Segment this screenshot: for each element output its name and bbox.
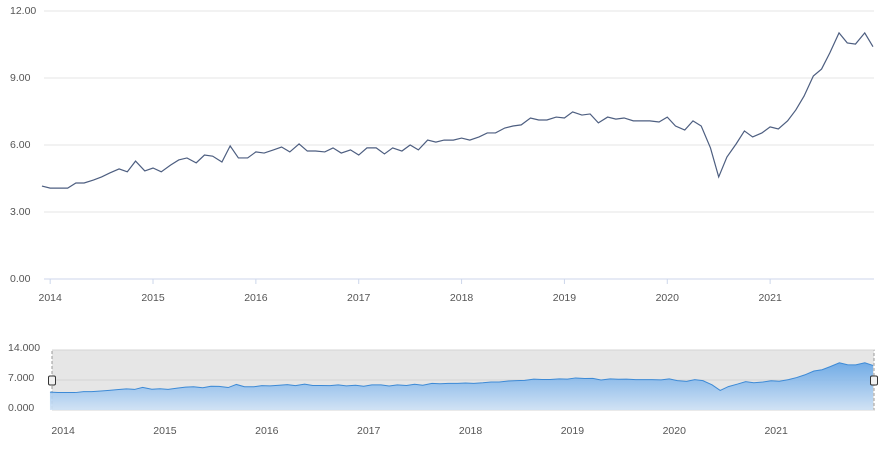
navigator-y-tick-label: 14.000 bbox=[8, 342, 40, 354]
navigator-x-tick-label: 2021 bbox=[764, 425, 788, 437]
x-tick-label: 2020 bbox=[656, 292, 680, 304]
x-tick-label: 2017 bbox=[347, 292, 371, 304]
x-tick-label: 2016 bbox=[244, 292, 268, 304]
y-tick-label: 3.00 bbox=[10, 206, 31, 218]
navigator-line bbox=[49, 362, 874, 394]
x-tick-label: 2014 bbox=[38, 292, 62, 304]
y-tick-label: 6.00 bbox=[10, 139, 31, 151]
data-line bbox=[41, 31, 874, 189]
navigator-y-tick-label: 0.000 bbox=[8, 402, 34, 414]
navigator-x-tick-label: 2014 bbox=[51, 425, 75, 437]
y-tick-label: 12.00 bbox=[10, 5, 36, 17]
navigator-x-tick-label: 2019 bbox=[561, 425, 585, 437]
x-tick-label: 2021 bbox=[758, 292, 782, 304]
navigator-x-tick-label: 2017 bbox=[357, 425, 381, 437]
x-tick-label: 2019 bbox=[553, 292, 577, 304]
y-tick-label: 0.00 bbox=[10, 273, 31, 285]
x-tick-label: 2018 bbox=[450, 292, 474, 304]
navigator-handle[interactable] bbox=[870, 375, 878, 386]
navigator-x-tick-label: 2016 bbox=[255, 425, 279, 437]
navigator-x-tick-label: 2020 bbox=[663, 425, 687, 437]
navigator-y-tick-label: 7.000 bbox=[8, 372, 34, 384]
x-tick-label: 2015 bbox=[141, 292, 165, 304]
y-tick-label: 9.00 bbox=[10, 72, 31, 84]
navigator-x-tick-label: 2015 bbox=[153, 425, 177, 437]
navigator-area bbox=[49, 362, 873, 410]
navigator-x-tick-label: 2018 bbox=[459, 425, 483, 437]
navigator-handle[interactable] bbox=[48, 375, 56, 386]
